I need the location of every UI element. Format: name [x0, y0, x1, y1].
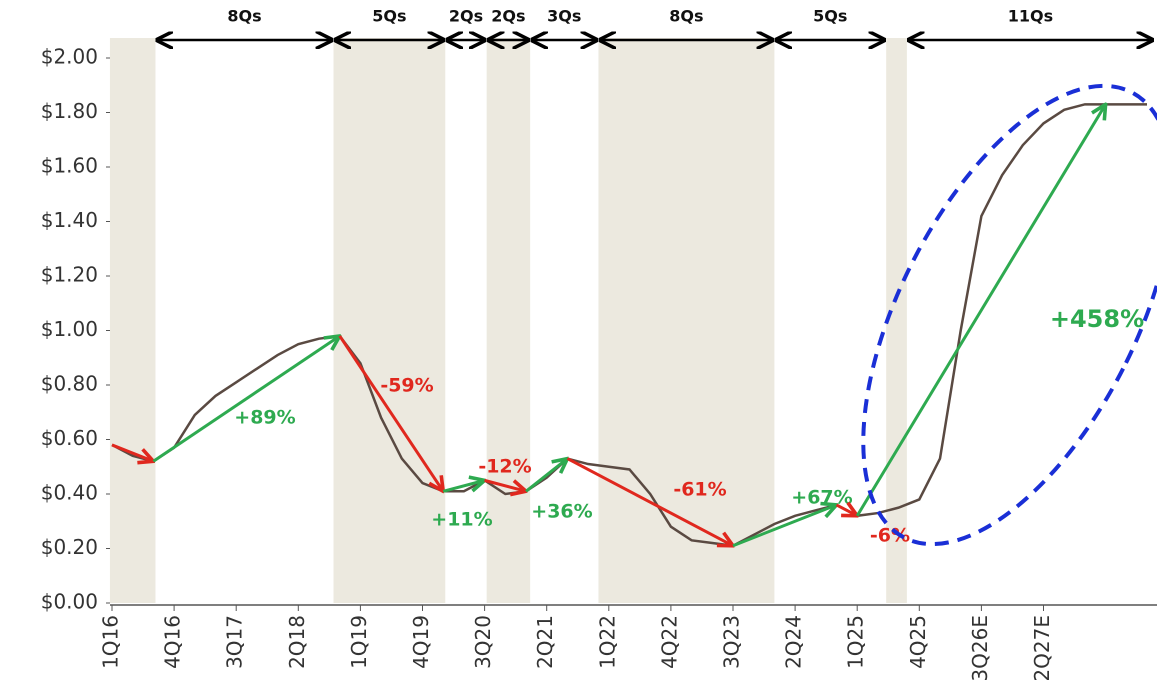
period-label: 8Qs	[227, 7, 261, 26]
y-tick-label: $0.00	[41, 590, 98, 614]
price-line	[111, 103, 1147, 548]
change-arrow	[835, 505, 858, 516]
change-arrow	[566, 457, 733, 546]
change-arrow	[338, 335, 444, 491]
x-tick-label: 3Q26E	[968, 615, 992, 680]
x-tick-label: 1Q19	[347, 615, 371, 669]
period-label: 2Qs	[449, 7, 483, 26]
y-tick-label: $1.60	[41, 154, 98, 178]
shaded-period	[109, 38, 156, 603]
y-tick-label: $0.60	[41, 426, 98, 450]
change-label: -6%	[870, 525, 910, 547]
change-label: +67%	[791, 487, 852, 509]
period-label: 3Qs	[547, 7, 581, 26]
y-tick-label: $0.80	[41, 372, 98, 396]
change-label: +11%	[431, 509, 492, 531]
period-label: 5Qs	[813, 7, 847, 26]
change-label: +36%	[531, 501, 592, 523]
change-label: -61%	[673, 479, 726, 501]
period-label: 2Qs	[491, 7, 525, 26]
change-arrow	[484, 478, 526, 491]
change-arrow	[732, 505, 837, 548]
highlight-ellipse	[861, 83, 1157, 547]
x-tick-label: 3Q23	[720, 615, 744, 669]
shaded-period	[598, 38, 775, 603]
x-tick-label: 4Q19	[409, 615, 433, 669]
x-tick-label: 1Q16	[99, 615, 123, 669]
y-tick-label: $1.20	[41, 263, 98, 287]
y-tick-label: $1.80	[41, 99, 98, 123]
change-label: +458%	[1050, 305, 1144, 333]
y-tick-label: $1.00	[41, 317, 98, 341]
y-tick-label: $0.40	[41, 481, 98, 505]
period-label: 5Qs	[372, 7, 406, 26]
change-label: -12%	[478, 456, 531, 478]
change-arrow	[111, 443, 153, 461]
x-tick-label: 3Q20	[471, 615, 495, 669]
x-tick-label: 1Q22	[595, 615, 619, 669]
x-tick-label: 2Q18	[285, 615, 309, 669]
x-tick-label: 4Q16	[161, 615, 185, 669]
change-arrow	[442, 480, 484, 493]
shaded-period	[486, 38, 531, 603]
x-tick-label: 4Q22	[657, 615, 681, 669]
shaded-period	[333, 38, 446, 603]
change-label: -59%	[380, 375, 433, 397]
x-tick-label: 4Q25	[906, 615, 930, 669]
change-label: +89%	[234, 407, 295, 429]
change-arrow	[525, 459, 567, 493]
period-label: 11Qs	[1008, 7, 1053, 26]
x-tick-label: 1Q25	[844, 615, 868, 669]
y-tick-label: $1.40	[41, 208, 98, 232]
y-tick-label: $2.00	[41, 45, 98, 69]
x-tick-label: 2Q21	[533, 615, 557, 669]
y-tick-label: $0.20	[41, 535, 98, 559]
x-tick-label: 3Q17	[223, 615, 247, 669]
change-arrow	[855, 104, 1105, 517]
period-label: 8Qs	[669, 7, 703, 26]
x-tick-label: 2Q24	[782, 615, 806, 669]
change-arrow	[152, 336, 339, 463]
x-tick-label: 2Q27E	[1030, 615, 1054, 680]
